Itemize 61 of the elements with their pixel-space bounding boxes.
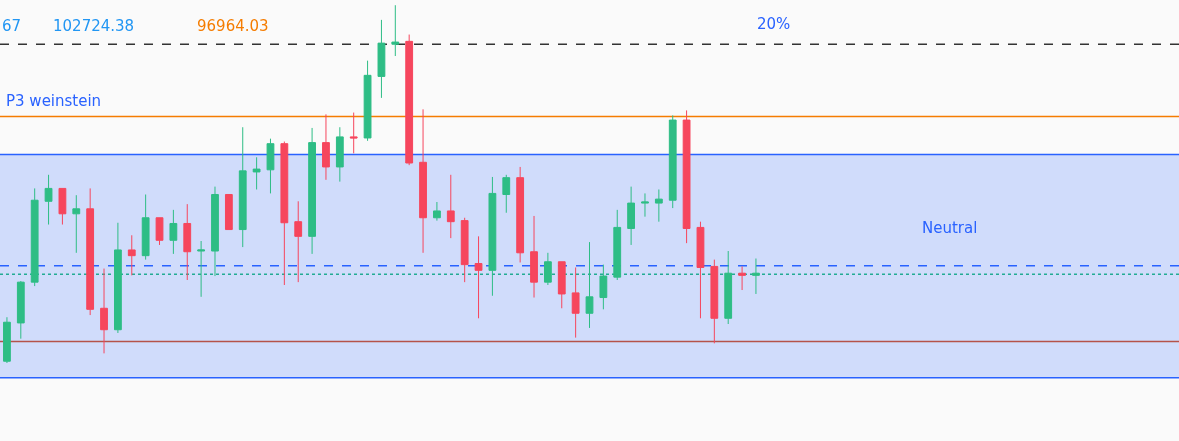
candlestick (141, 193, 150, 261)
candlestick (252, 156, 261, 190)
candlestick (682, 109, 691, 244)
candlestick (405, 34, 414, 166)
candlestick (710, 259, 719, 344)
candlestick (516, 166, 525, 263)
candlestick (363, 60, 372, 142)
candlestick (335, 126, 344, 183)
candlestick (668, 114, 677, 209)
candlestick (391, 4, 400, 57)
candlestick (571, 266, 580, 339)
candlestick (211, 186, 219, 277)
candlestick (752, 258, 760, 295)
candlestick (627, 186, 636, 246)
candlestick (460, 217, 469, 283)
candlestick (419, 108, 427, 254)
candlestick (72, 194, 81, 254)
candlestick (238, 126, 247, 248)
candlestick (16, 280, 25, 340)
candlestick (183, 203, 192, 281)
annotation: 20% (757, 15, 791, 33)
candlestick (86, 187, 95, 316)
candlestick (585, 241, 594, 329)
candlestick (696, 221, 705, 319)
candlestick (474, 235, 483, 319)
candlestick (654, 188, 663, 223)
candlestick (114, 222, 122, 334)
candlestick (224, 193, 233, 231)
candlestick (294, 200, 303, 283)
candlestick (738, 265, 746, 291)
candlestick (100, 268, 108, 354)
candlestick (530, 215, 538, 299)
candlestick (58, 187, 67, 226)
candlestick (641, 192, 649, 218)
candlestick (155, 217, 164, 246)
candlestick (613, 209, 622, 281)
annotation: 96964.03 (197, 17, 269, 35)
candlestick (543, 252, 552, 286)
candlestick (377, 19, 386, 99)
candlestick (169, 209, 178, 255)
candlestick (502, 174, 511, 214)
candlestick (322, 113, 330, 181)
annotation: 67 (2, 17, 22, 35)
annotation: P3 weinstein (6, 92, 102, 110)
candlestick (266, 138, 275, 194)
candlestick (599, 264, 608, 310)
candlestick (30, 187, 39, 287)
candlestick (197, 240, 206, 298)
candlestick (488, 176, 497, 297)
candlestick (557, 261, 566, 309)
annotation: 102724.38 (53, 17, 135, 35)
candlestick (44, 174, 53, 226)
candlestick (127, 234, 136, 276)
candlestick (446, 174, 455, 239)
candlestick (433, 201, 441, 222)
candlestick (308, 127, 316, 255)
annotation: Neutral (922, 219, 978, 237)
candlestick (724, 250, 733, 325)
candlestick (349, 112, 358, 154)
candlestick (280, 141, 289, 286)
candlestick (3, 316, 11, 364)
